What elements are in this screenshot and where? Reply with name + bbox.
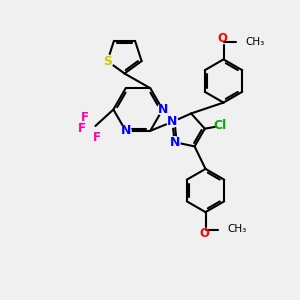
Text: N: N bbox=[121, 124, 131, 137]
Text: Cl: Cl bbox=[214, 119, 227, 132]
Text: N: N bbox=[167, 115, 178, 128]
Text: CH₃: CH₃ bbox=[227, 224, 246, 235]
Text: F: F bbox=[93, 131, 101, 144]
Text: F: F bbox=[81, 111, 89, 124]
Circle shape bbox=[169, 137, 180, 148]
Circle shape bbox=[167, 116, 178, 127]
Circle shape bbox=[157, 104, 168, 115]
Circle shape bbox=[101, 55, 113, 67]
Text: O: O bbox=[217, 32, 227, 45]
Text: N: N bbox=[169, 136, 180, 148]
Text: F: F bbox=[78, 122, 86, 135]
Text: O: O bbox=[199, 226, 209, 240]
Text: CH₃: CH₃ bbox=[245, 37, 264, 47]
Circle shape bbox=[120, 125, 131, 136]
Text: S: S bbox=[103, 55, 112, 68]
Text: N: N bbox=[158, 103, 168, 116]
